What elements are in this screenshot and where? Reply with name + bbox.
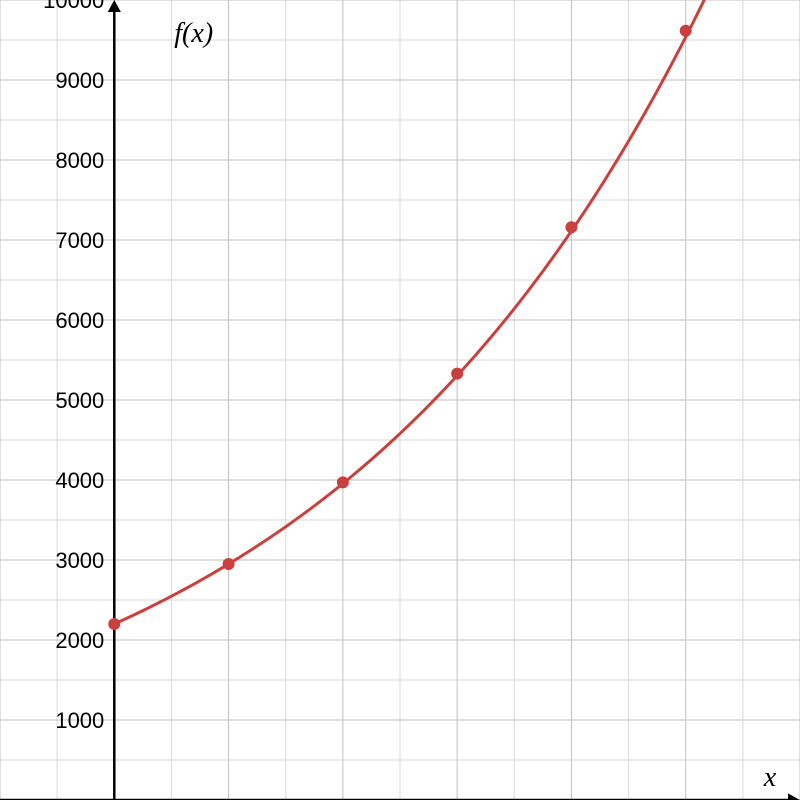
y-tick-label: 5000 [55, 388, 104, 413]
y-tick-label: 3000 [55, 548, 104, 573]
data-point [223, 558, 235, 570]
y-axis-label: f(x) [174, 18, 213, 49]
y-tick-label: 8000 [55, 148, 104, 173]
y-tick-label: 4000 [55, 468, 104, 493]
data-point [451, 368, 463, 380]
x-axis-label: x [763, 762, 777, 793]
y-tick-label: 7000 [55, 228, 104, 253]
data-point [680, 25, 692, 37]
y-tick-label: 2000 [55, 628, 104, 653]
y-tick-label: 9000 [55, 68, 104, 93]
y-tick-label: 10000 [43, 0, 104, 13]
y-tick-label: 1000 [55, 708, 104, 733]
data-point [108, 618, 120, 630]
data-point [337, 476, 349, 488]
exponential-chart: -100102030405060100020003000400050006000… [0, 0, 800, 800]
data-point [565, 221, 577, 233]
y-tick-label: 6000 [55, 308, 104, 333]
